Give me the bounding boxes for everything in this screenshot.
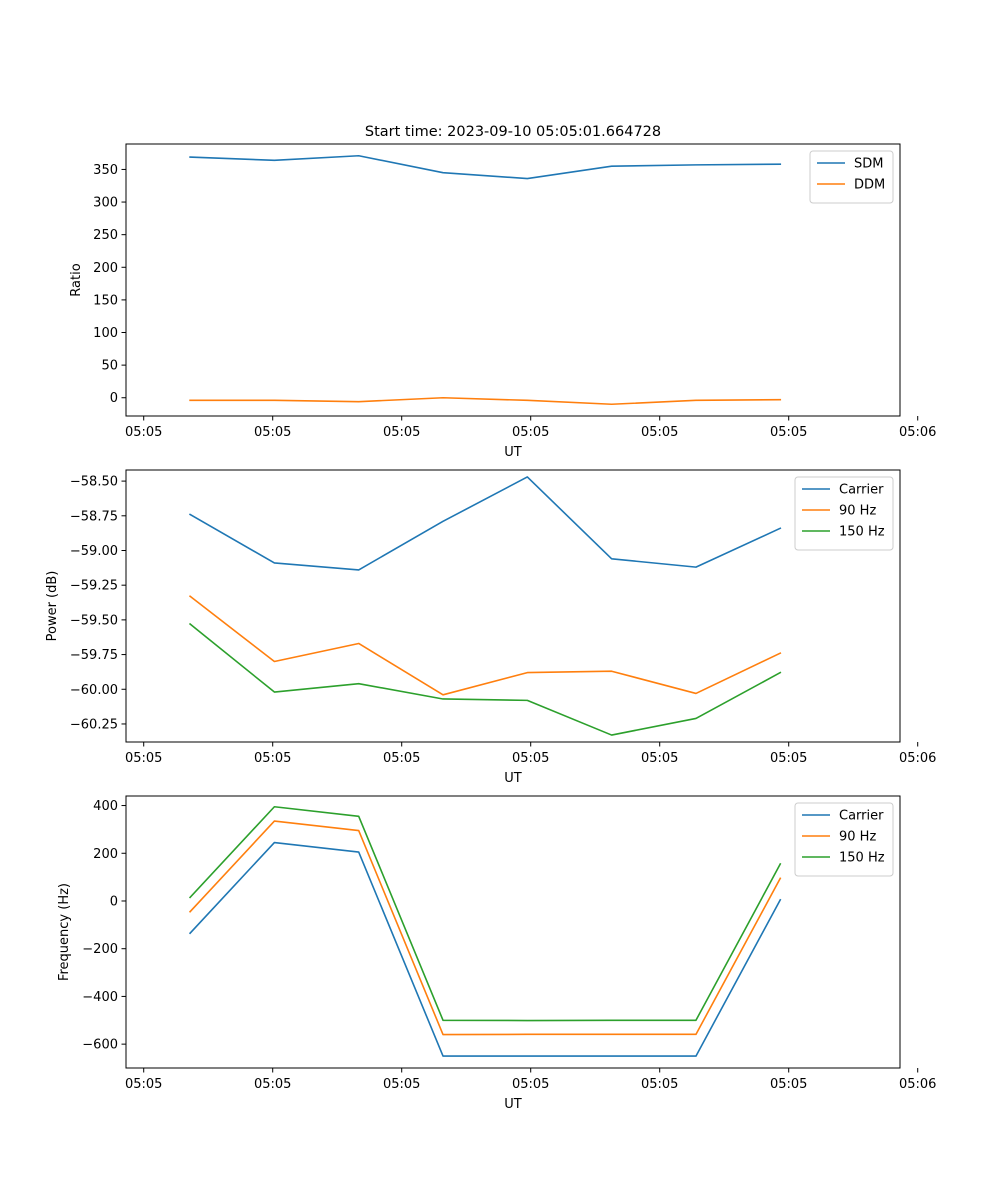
y-tick-label: 400 — [93, 799, 118, 814]
series-line-ddm — [189, 396, 782, 406]
x-tick-label: 05:05 — [254, 1077, 291, 1092]
y-tick-label: −60.00 — [70, 683, 118, 698]
x-tick-label: 05:05 — [254, 751, 291, 766]
legend-label: 150 Hz — [839, 525, 885, 540]
x-tick-label: 05:05 — [125, 425, 162, 440]
y-tick-label: 150 — [93, 293, 118, 308]
y-tick-label: −60.25 — [70, 717, 118, 732]
y-tick-label: −59.25 — [70, 579, 118, 594]
x-axis-label: UT — [504, 771, 522, 786]
x-tick-label: 05:05 — [641, 751, 678, 766]
axes-frame — [125, 795, 901, 1069]
legend-label: 90 Hz — [839, 504, 876, 519]
y-tick-label: −59.50 — [70, 613, 118, 628]
y-tick-label: −59.75 — [70, 648, 118, 663]
y-tick-label: 0 — [110, 894, 118, 909]
legend-label: Carrier — [839, 483, 884, 498]
series-line-150-hz — [188, 622, 782, 736]
x-tick-label: 05:05 — [641, 425, 678, 440]
legend-label: 150 Hz — [839, 851, 885, 866]
y-tick-label: 200 — [93, 261, 118, 276]
y-tick-label: 100 — [93, 326, 118, 341]
y-axis-label: Power (dB) — [45, 571, 60, 642]
x-tick-label: 05:05 — [383, 1077, 420, 1092]
x-tick-label: 05:05 — [383, 425, 420, 440]
y-tick-label: 300 — [93, 196, 118, 211]
y-axis-label: Ratio — [69, 263, 84, 296]
legend-label: Carrier — [839, 809, 884, 824]
panel-1: 05:05 05:05 05:05 05:05 05:05 05:05 05:06 0 50 10… — [69, 143, 936, 460]
x-tick-label: 05:05 — [512, 1077, 549, 1092]
series-line-150-hz — [188, 805, 782, 1022]
x-tick-label: 05:05 — [770, 425, 807, 440]
legend-label: DDM — [854, 178, 885, 193]
x-tick-label: 05:05 — [770, 751, 807, 766]
axes-frame — [125, 469, 901, 743]
x-tick-label: 05:05 — [125, 1077, 162, 1092]
y-tick-label: −600 — [82, 1038, 118, 1053]
x-axis-label: UT — [504, 445, 522, 460]
x-tick-label: 05:06 — [899, 751, 936, 766]
legend-label: SDM — [854, 157, 883, 172]
y-tick-label: −59.00 — [70, 544, 118, 559]
series-line-90-hz — [188, 595, 782, 696]
x-tick-label: 05:05 — [125, 751, 162, 766]
y-tick-label: −400 — [82, 990, 118, 1005]
series-line-sdm — [189, 154, 782, 180]
series-line-carrier — [188, 841, 782, 1057]
y-tick-label: −58.50 — [70, 475, 118, 490]
figure-title: Start time: 2023-09-10 05:05:01.664728 — [365, 124, 661, 140]
axes-frame — [125, 143, 901, 417]
x-tick-label: 05:06 — [899, 425, 936, 440]
series-line-90-hz — [188, 820, 782, 1036]
x-tick-label: 05:05 — [254, 425, 291, 440]
y-tick-label: 200 — [93, 847, 118, 862]
x-axis-label: UT — [504, 1097, 522, 1112]
legend: SDM DDM — [809, 150, 894, 204]
legend-box — [809, 150, 894, 204]
legend-label: 90 Hz — [839, 830, 876, 845]
x-tick-label: 05:05 — [641, 1077, 678, 1092]
y-tick-label: −200 — [82, 942, 118, 957]
y-axis-label: Frequency (Hz) — [57, 883, 72, 981]
x-tick-label: 05:05 — [512, 751, 549, 766]
legend: Carrier 90 Hz 150 Hz — [794, 476, 894, 551]
legend: Carrier 90 Hz 150 Hz — [794, 802, 894, 877]
x-tick-label: 05:05 — [512, 425, 549, 440]
x-tick-label: 05:05 — [383, 751, 420, 766]
x-tick-label: 05:06 — [899, 1077, 936, 1092]
y-tick-label: −58.75 — [70, 509, 118, 524]
panel-3: 05:05 05:05 05:05 05:05 05:05 05:05 05:06 400 20… — [57, 795, 936, 1112]
panel-2: 05:05 05:05 05:05 05:05 05:05 05:05 05:06 −58.5… — [45, 469, 936, 786]
x-tick-label: 05:05 — [770, 1077, 807, 1092]
series-line-carrier — [188, 476, 782, 571]
y-tick-label: 0 — [110, 391, 118, 406]
y-tick-label: 350 — [93, 163, 118, 178]
y-tick-label: 50 — [101, 359, 118, 374]
y-tick-label: 250 — [93, 228, 118, 243]
